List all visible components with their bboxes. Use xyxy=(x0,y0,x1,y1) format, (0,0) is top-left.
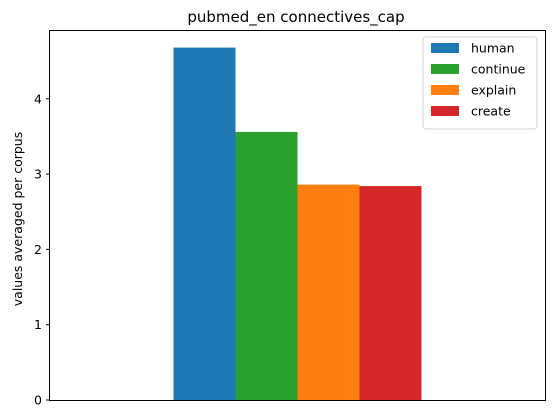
bar-continue xyxy=(235,131,298,400)
bar-create xyxy=(359,186,422,400)
legend-swatch-continue xyxy=(431,64,459,74)
bar-human xyxy=(173,47,236,400)
y-tick-label: 4 xyxy=(34,91,42,106)
y-axis-ticks: 0 1 2 3 4 xyxy=(34,91,50,408)
legend-label-continue: continue xyxy=(471,62,526,77)
bar-explain xyxy=(297,184,360,400)
chart-title: pubmed_en connectives_cap xyxy=(187,8,404,27)
plot-frame xyxy=(49,30,546,401)
legend-label-explain: explain xyxy=(471,83,516,98)
y-axis-label: values averaged per corpus xyxy=(10,132,25,306)
bars-group xyxy=(173,47,422,400)
legend: human continue explain create xyxy=(422,36,538,130)
legend-label-human: human xyxy=(471,41,515,56)
legend-swatch-create xyxy=(431,106,459,116)
legend-label-create: create xyxy=(471,104,511,119)
legend-swatch-explain xyxy=(431,85,459,95)
y-tick-label: 2 xyxy=(34,242,42,257)
y-tick-label: 1 xyxy=(34,317,42,332)
legend-swatch-human xyxy=(431,43,459,53)
y-tick-label: 0 xyxy=(34,393,42,408)
y-tick-label: 3 xyxy=(34,167,42,182)
